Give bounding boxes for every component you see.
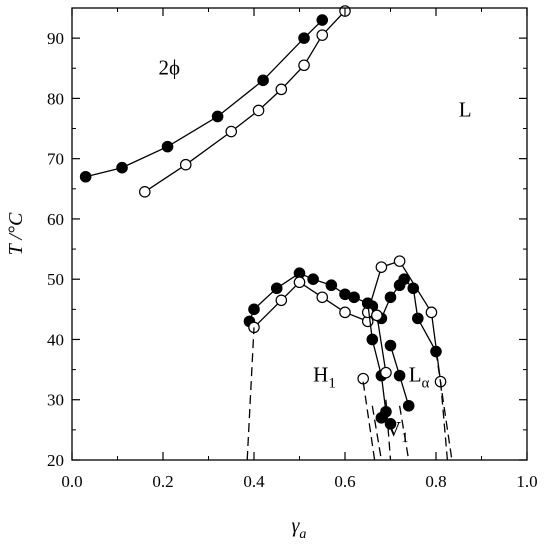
- data-point-open: [275, 294, 288, 307]
- data-point-filled: [384, 339, 397, 352]
- y-tick-label: 30: [47, 391, 64, 410]
- data-point-filled: [366, 333, 379, 346]
- data-point-filled: [211, 110, 224, 123]
- series-15: [398, 405, 410, 461]
- series-line: [435, 351, 453, 461]
- series-13: [371, 405, 383, 461]
- y-tick-label: 50: [47, 270, 64, 289]
- data-point-open: [225, 125, 238, 138]
- y-tick-label: 40: [47, 330, 64, 349]
- series-line: [85, 19, 323, 178]
- data-point-open: [371, 309, 383, 322]
- data-point-filled: [316, 14, 329, 26]
- data-point-filled: [325, 279, 338, 292]
- series-line: [144, 10, 346, 193]
- data-point-filled: [411, 312, 424, 325]
- data-point-filled: [348, 291, 360, 304]
- x-tick-label: 0.6: [334, 472, 355, 491]
- data-point-open: [316, 29, 329, 41]
- y-tick-label: 20: [47, 451, 64, 470]
- data-point-filled: [248, 303, 260, 316]
- y-tick-label: 80: [47, 89, 64, 108]
- y-tick-label: 60: [47, 210, 64, 229]
- x-tick-label: 1.0: [516, 472, 537, 491]
- data-point-open: [316, 291, 329, 304]
- series-14: [385, 399, 392, 461]
- data-point-filled: [307, 273, 319, 285]
- data-point-open: [252, 104, 265, 117]
- x-axis-title: γa: [292, 515, 307, 542]
- axes-layer: 0.0 0.2 0.4 0.6 0.8 1.0 20 30 40 50 60 70 80 90: [47, 7, 538, 491]
- x-tick-label: 0.2: [152, 472, 173, 491]
- data-point-open: [179, 158, 192, 171]
- series-line: [376, 315, 387, 373]
- series-0: [79, 14, 329, 183]
- series-8: [371, 309, 392, 379]
- data-point-filled: [257, 74, 269, 87]
- series-line: [362, 381, 376, 461]
- data-point-open: [293, 276, 306, 289]
- x-tick-label: 0.4: [243, 472, 265, 491]
- region-label: Lα: [409, 363, 430, 392]
- data-point-open: [393, 255, 406, 267]
- data-point-filled: [402, 399, 415, 412]
- data-point-open: [380, 366, 392, 379]
- region-label: L: [459, 97, 472, 121]
- series-7: [384, 339, 415, 412]
- region-label: V1: [386, 417, 409, 446]
- series-line: [398, 405, 410, 461]
- series-line: [367, 303, 387, 412]
- series-line: [371, 405, 383, 461]
- data-point-filled: [384, 291, 397, 304]
- plot-frame: [71, 7, 528, 461]
- series-line: [385, 399, 392, 461]
- series-1: [139, 5, 351, 198]
- x-tick-label: 0.8: [425, 472, 446, 491]
- data-point-open: [298, 59, 310, 72]
- series-line: [246, 327, 255, 461]
- region-label: 2ϕ: [158, 55, 180, 79]
- region-label: H1: [313, 363, 336, 392]
- data-point-filled: [393, 369, 406, 382]
- series-line: [248, 272, 373, 322]
- y-axis-title: T /°C: [5, 212, 27, 255]
- data-point-open: [139, 186, 151, 198]
- data-point-open: [425, 306, 438, 319]
- data-point-open: [375, 261, 388, 273]
- series-17: [435, 351, 453, 461]
- series-11: [246, 327, 255, 461]
- data-point-filled: [361, 297, 374, 310]
- data-point-open: [275, 83, 288, 96]
- series-layer: [79, 5, 453, 461]
- y-tick-label: 70: [47, 150, 64, 169]
- y-tick-label: 90: [47, 29, 64, 48]
- series-3: [248, 276, 374, 334]
- data-point-filled: [116, 161, 128, 174]
- data-point-filled: [298, 32, 310, 44]
- series-12: [362, 381, 376, 461]
- data-point-filled: [398, 273, 410, 285]
- data-point-filled: [375, 412, 388, 424]
- data-point-filled: [270, 282, 283, 295]
- x-tick-label: 0.0: [61, 472, 82, 491]
- data-point-open: [339, 306, 351, 319]
- data-point-filled: [161, 140, 174, 153]
- data-point-filled: [79, 170, 92, 183]
- series-9: [375, 412, 397, 430]
